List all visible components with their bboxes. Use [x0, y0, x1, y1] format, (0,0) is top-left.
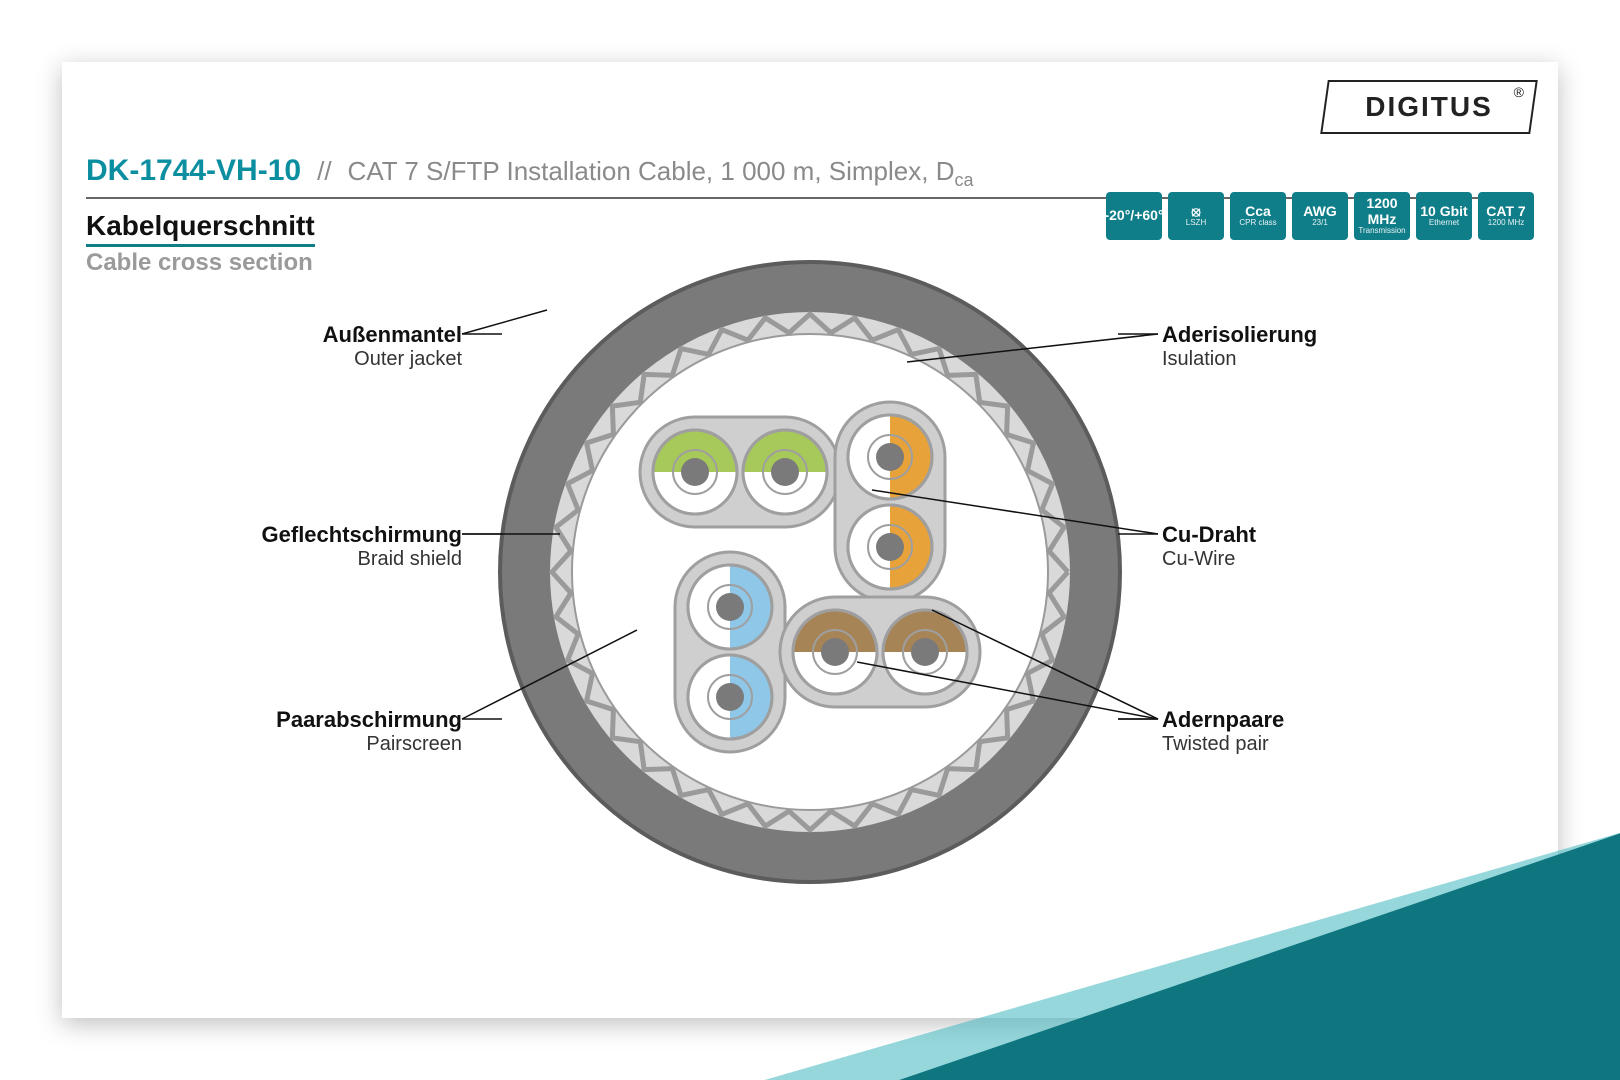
callout-de: Cu-Draht	[1162, 522, 1422, 548]
product-name-sub: ca	[954, 170, 973, 190]
spec-badge: 10 GbitEthernet	[1416, 192, 1472, 240]
callout-de: Außenmantel	[202, 322, 462, 348]
section-title-de: Kabelquerschnitt	[86, 210, 315, 247]
logo-text: DIGITUS	[1324, 80, 1534, 134]
section-title-en: Cable cross section	[86, 249, 315, 277]
callout-en: Twisted pair	[1162, 733, 1422, 756]
spec-badge: CcaCPR class	[1230, 192, 1286, 240]
callout-twisted_pair: AdernpaareTwisted pair	[1162, 707, 1422, 756]
registered-icon: ®	[1514, 84, 1524, 100]
sku-code: DK-1744-VH-10	[86, 154, 301, 188]
cable-diagram	[490, 252, 1130, 892]
callout-en: Braid shield	[202, 548, 462, 571]
title-separator: //	[301, 156, 347, 187]
callout-de: Geflechtschirmung	[202, 522, 462, 548]
page-root: DIGITUS ® DK-1744-VH-10 // CAT 7 S/FTP I…	[0, 0, 1620, 1080]
callout-pairscreen: PaarabschirmungPairscreen	[202, 707, 462, 756]
callout-en: Isulation	[1162, 348, 1422, 371]
callout-outer_jacket: AußenmantelOuter jacket	[202, 322, 462, 371]
cable-svg	[490, 252, 1130, 892]
callout-en: Pairscreen	[202, 733, 462, 756]
callout-braid_shield: GeflechtschirmungBraid shield	[202, 522, 462, 571]
callout-en: Outer jacket	[202, 348, 462, 371]
wedge-dark	[870, 830, 1620, 1080]
product-name: CAT 7 S/FTP Installation Cable, 1 000 m,…	[348, 156, 974, 191]
spec-badges: -20°/+60°⦻LSZHCcaCPR classAWG23/11200 MH…	[1106, 192, 1534, 240]
callout-de: Paarabschirmung	[202, 707, 462, 733]
brand-logo: DIGITUS ®	[1324, 80, 1534, 134]
spec-badge: 1200 MHzTransmission	[1354, 192, 1410, 240]
spec-badge: AWG23/1	[1292, 192, 1348, 240]
callout-de: Adernpaare	[1162, 707, 1422, 733]
spec-badge: -20°/+60°	[1106, 192, 1162, 240]
section-header: Kabelquerschnitt Cable cross section	[86, 210, 315, 277]
callout-insulation: AderisolierungIsulation	[1162, 322, 1422, 371]
callout-en: Cu-Wire	[1162, 548, 1422, 571]
callout-de: Aderisolierung	[1162, 322, 1422, 348]
callout-cu_wire: Cu-DrahtCu-Wire	[1162, 522, 1422, 571]
spec-badge: ⦻LSZH	[1168, 192, 1224, 240]
spec-badge: CAT 71200 MHz	[1478, 192, 1534, 240]
product-name-main: CAT 7 S/FTP Installation Cable, 1 000 m,…	[348, 156, 955, 186]
